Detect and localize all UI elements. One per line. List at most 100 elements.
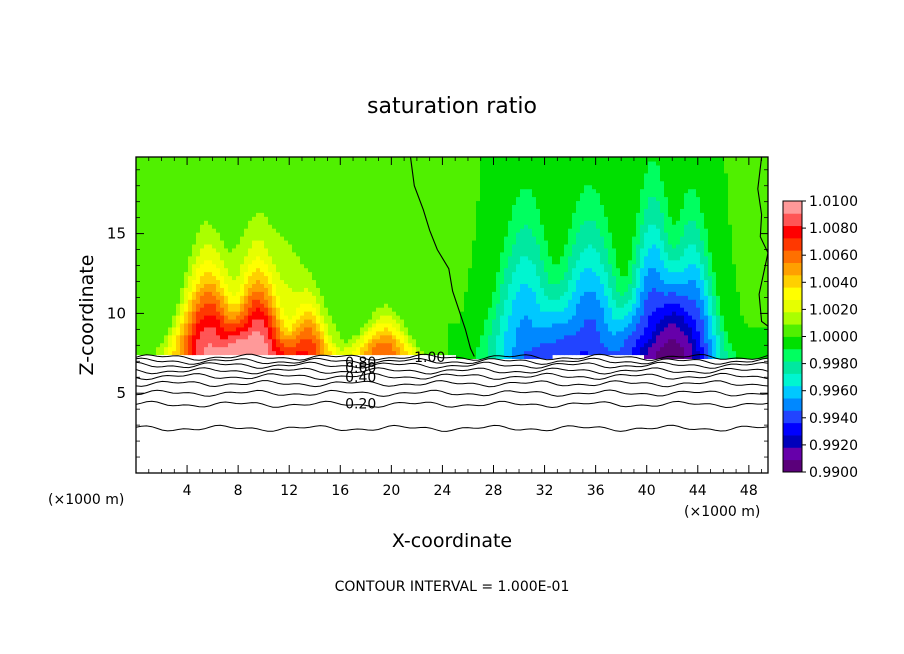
contour-cell [372, 275, 377, 281]
contour-cell [188, 346, 193, 352]
contour-cell [340, 224, 345, 229]
contour-cell [228, 334, 233, 340]
contour-cell [372, 342, 377, 348]
contour-cell [420, 188, 425, 194]
contour-cell [500, 204, 505, 209]
contour-cell [476, 180, 481, 186]
contour-cell [264, 307, 269, 312]
contour-cell [420, 228, 425, 233]
contour-cell [252, 350, 257, 356]
contour-cell [392, 291, 397, 296]
contour-cell [376, 255, 381, 261]
contour-cell [380, 338, 385, 344]
contour-cell [184, 330, 189, 336]
contour-cell [516, 342, 521, 348]
contour-cell [224, 216, 229, 221]
contour-cell [212, 279, 217, 284]
contour-cell [504, 291, 509, 296]
contour-cell [416, 247, 421, 253]
contour-cell [268, 168, 273, 174]
contour-cell [532, 291, 537, 296]
contour-cell [148, 255, 153, 261]
contour-cell [392, 160, 397, 166]
contour-cell [184, 275, 189, 281]
contour-cell [476, 247, 481, 253]
contour-cell [280, 291, 285, 296]
contour-cell [192, 338, 197, 344]
contour-cell [376, 239, 381, 245]
contour-cell [516, 330, 521, 336]
contour-cell [476, 275, 481, 281]
contour-cell [176, 287, 181, 292]
contour-cell [476, 164, 481, 170]
contour-cell [224, 236, 229, 241]
contour-cell [392, 322, 397, 328]
contour-cell [404, 160, 409, 166]
contour-cell [288, 315, 293, 320]
contour-cell [480, 168, 485, 174]
contour-cell [464, 318, 469, 324]
contour-cell [160, 267, 165, 273]
contour-cell [284, 350, 289, 356]
contour-cell [212, 208, 217, 213]
contour-cell [344, 216, 349, 221]
contour-cell [352, 307, 357, 312]
contour-cell [344, 200, 349, 205]
contour-cell [496, 224, 501, 229]
contour-cell [400, 160, 405, 166]
contour-cell [276, 318, 281, 324]
contour-cell [300, 192, 305, 198]
contour-cell [496, 236, 501, 241]
contour-cell [428, 283, 433, 288]
contour-cell [328, 157, 333, 162]
contour-cell [276, 255, 281, 261]
contour-cell [316, 232, 321, 237]
contour-cell [512, 180, 517, 186]
contour-cell [532, 326, 537, 332]
contour-cell [384, 322, 389, 328]
contour-cell [276, 251, 281, 257]
contour-cell [400, 200, 405, 205]
contour-cell [480, 216, 485, 221]
contour-cell [160, 168, 165, 174]
contour-cell [188, 247, 193, 253]
contour-cell [424, 330, 429, 336]
contour-cell [148, 263, 153, 269]
contour-cell [376, 267, 381, 273]
contour-cell [172, 164, 177, 170]
contour-cell [336, 192, 341, 198]
contour-cell [456, 239, 461, 245]
contour-cell [320, 251, 325, 257]
contour-cell [200, 315, 205, 320]
contour-cell [176, 350, 181, 356]
contour-cell [468, 180, 473, 186]
contour-cell [160, 200, 165, 205]
contour-cell [304, 247, 309, 253]
contour-cell [484, 275, 489, 281]
contour-cell [392, 271, 397, 277]
contour-cell [376, 311, 381, 316]
contour-cell [344, 243, 349, 249]
contour-cell [204, 160, 209, 166]
contour-cell [148, 224, 153, 229]
contour-cell [416, 295, 421, 300]
contour-cell [260, 350, 265, 356]
contour-cell [416, 251, 421, 257]
contour-cell [288, 157, 293, 162]
contour-cell [196, 311, 201, 316]
contour-cell [392, 295, 397, 300]
contour-cell [372, 255, 377, 261]
contour-cell [516, 220, 521, 225]
contour-cell [508, 299, 513, 304]
contour-cell [360, 239, 365, 245]
contour-cell [448, 216, 453, 221]
contour-cell [252, 196, 257, 202]
contour-cell [232, 255, 237, 261]
contour-cell [276, 180, 281, 186]
contour-cell [176, 311, 181, 316]
contour-cell [452, 172, 457, 178]
contour-cell [140, 188, 145, 194]
contour-cell [140, 232, 145, 237]
contour-cell [256, 157, 261, 162]
contour-cell [464, 275, 469, 281]
